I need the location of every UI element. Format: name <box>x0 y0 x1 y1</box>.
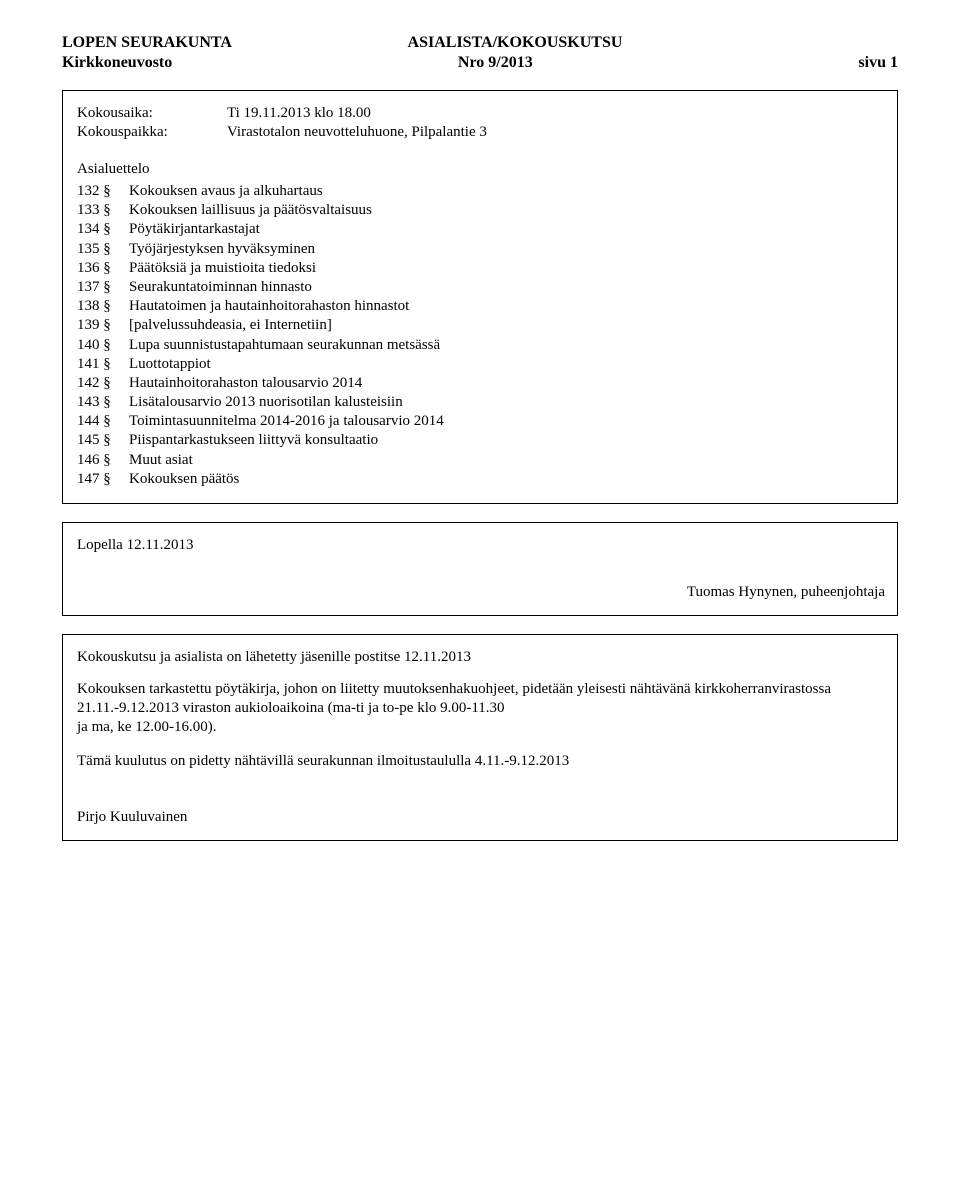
agenda-item-num: 145 § <box>77 431 129 450</box>
notice-para2: Tämä kuulutus on pidetty nähtävillä seur… <box>77 752 885 771</box>
meeting-agenda-box: Kokousaika: Ti 19.11.2013 klo 18.00 Koko… <box>62 90 898 504</box>
agenda-item-text: [palvelussuhdeasia, ei Internetiin] <box>129 316 332 335</box>
agenda-item-num: 147 § <box>77 470 129 489</box>
agenda-item: 141 §Luottotappiot <box>77 355 885 374</box>
agenda-item-num: 139 § <box>77 316 129 335</box>
agenda-item-text: Muut asiat <box>129 451 193 470</box>
org-name: LOPEN SEURAKUNTA <box>62 34 232 52</box>
agenda-item-num: 146 § <box>77 451 129 470</box>
agenda-item-text: Työjärjestyksen hyväksyminen <box>129 240 315 259</box>
agenda-item: 139 §[palvelussuhdeasia, ei Internetiin] <box>77 316 885 335</box>
agenda-item-num: 137 § <box>77 278 129 297</box>
chairperson: Tuomas Hynynen, puheenjohtaja <box>77 584 885 601</box>
agenda-item: 142 §Hautainhoitorahaston talousarvio 20… <box>77 374 885 393</box>
agenda-item: 140 §Lupa suunnistustapahtumaan seurakun… <box>77 336 885 355</box>
agenda-item: 146 §Muut asiat <box>77 451 885 470</box>
notice-para1b: ja ma, ke 12.00-16.00). <box>77 719 217 735</box>
place-date: Lopella 12.11.2013 <box>77 537 885 554</box>
page-number: sivu 1 <box>858 54 898 72</box>
agenda-item-text: Hautatoimen ja hautainhoitorahaston hinn… <box>129 297 409 316</box>
agenda-item-num: 143 § <box>77 393 129 412</box>
meeting-time-row: Kokousaika: Ti 19.11.2013 klo 18.00 <box>77 105 885 122</box>
agenda-item-num: 136 § <box>77 259 129 278</box>
agenda-item-num: 140 § <box>77 336 129 355</box>
agenda-item-num: 138 § <box>77 297 129 316</box>
agenda-item-text: Lupa suunnistustapahtumaan seurakunnan m… <box>129 336 440 355</box>
notice-para1: Kokouksen tarkastettu pöytäkirja, johon … <box>77 680 885 738</box>
notice-sent: Kokouskutsu ja asialista on lähetetty jä… <box>77 649 885 666</box>
doc-type: ASIALISTA/KOKOUSKUTSU <box>408 34 623 52</box>
agenda-item-num: 134 § <box>77 220 129 239</box>
agenda-item: 134 §Pöytäkirjantarkastajat <box>77 220 885 239</box>
agenda-item-text: Piispantarkastukseen liittyvä konsultaat… <box>129 431 378 450</box>
doc-header-row2: Kirkkoneuvosto Nro 9/2013 sivu 1 <box>62 54 898 72</box>
meeting-place-row: Kokouspaikka: Virastotalon neuvotteluhuo… <box>77 124 885 141</box>
agenda-item: 132 §Kokouksen avaus ja alkuhartaus <box>77 182 885 201</box>
header-spacer <box>838 34 898 52</box>
agenda-item: 147 §Kokouksen päätös <box>77 470 885 489</box>
doc-header-row1: LOPEN SEURAKUNTA ASIALISTA/KOKOUSKUTSU <box>62 34 898 52</box>
agenda-item: 145 §Piispantarkastukseen liittyvä konsu… <box>77 431 885 450</box>
agenda-item-num: 142 § <box>77 374 129 393</box>
meeting-time-value: Ti 19.11.2013 klo 18.00 <box>227 105 371 122</box>
body-name: Kirkkoneuvosto <box>62 54 172 72</box>
agenda-item-num: 144 § <box>77 412 129 431</box>
meeting-time-label: Kokousaika: <box>77 105 227 122</box>
agenda-item-text: Toimintasuunnitelma 2014-2016 ja talousa… <box>129 412 444 431</box>
agenda-item-num: 135 § <box>77 240 129 259</box>
signature-box: Lopella 12.11.2013 Tuomas Hynynen, puhee… <box>62 522 898 616</box>
agenda-list: 132 §Kokouksen avaus ja alkuhartaus133 §… <box>77 182 885 489</box>
agenda-item: 144 §Toimintasuunnitelma 2014-2016 ja ta… <box>77 412 885 431</box>
agenda-item: 137 §Seurakuntatoiminnan hinnasto <box>77 278 885 297</box>
agenda-item-num: 132 § <box>77 182 129 201</box>
agenda-item-text: Päätöksiä ja muistioita tiedoksi <box>129 259 316 278</box>
agenda-item-text: Kokouksen laillisuus ja päätösvaltaisuus <box>129 201 372 220</box>
agenda-item-text: Pöytäkirjantarkastajat <box>129 220 260 239</box>
agenda-item-num: 133 § <box>77 201 129 220</box>
notice-signer: Pirjo Kuuluvainen <box>77 809 885 826</box>
meeting-place-value: Virastotalon neuvotteluhuone, Pilpalanti… <box>227 124 487 141</box>
meeting-place-label: Kokouspaikka: <box>77 124 227 141</box>
agenda-title: Asialuettelo <box>77 161 885 178</box>
agenda-item-num: 141 § <box>77 355 129 374</box>
agenda-item: 133 §Kokouksen laillisuus ja päätösvalta… <box>77 201 885 220</box>
agenda-item-text: Kokouksen avaus ja alkuhartaus <box>129 182 323 201</box>
agenda-item: 143 §Lisätalousarvio 2013 nuorisotilan k… <box>77 393 885 412</box>
agenda-item-text: Luottotappiot <box>129 355 211 374</box>
agenda-item-text: Hautainhoitorahaston talousarvio 2014 <box>129 374 362 393</box>
notice-para1a: Kokouksen tarkastettu pöytäkirja, johon … <box>77 681 831 716</box>
doc-nro: Nro 9/2013 <box>458 54 533 72</box>
notice-box: Kokouskutsu ja asialista on lähetetty jä… <box>62 634 898 841</box>
agenda-item-text: Lisätalousarvio 2013 nuorisotilan kalust… <box>129 393 403 412</box>
agenda-item-text: Seurakuntatoiminnan hinnasto <box>129 278 312 297</box>
agenda-item-text: Kokouksen päätös <box>129 470 239 489</box>
agenda-item: 138 §Hautatoimen ja hautainhoitorahaston… <box>77 297 885 316</box>
agenda-item: 136 §Päätöksiä ja muistioita tiedoksi <box>77 259 885 278</box>
agenda-item: 135 §Työjärjestyksen hyväksyminen <box>77 240 885 259</box>
